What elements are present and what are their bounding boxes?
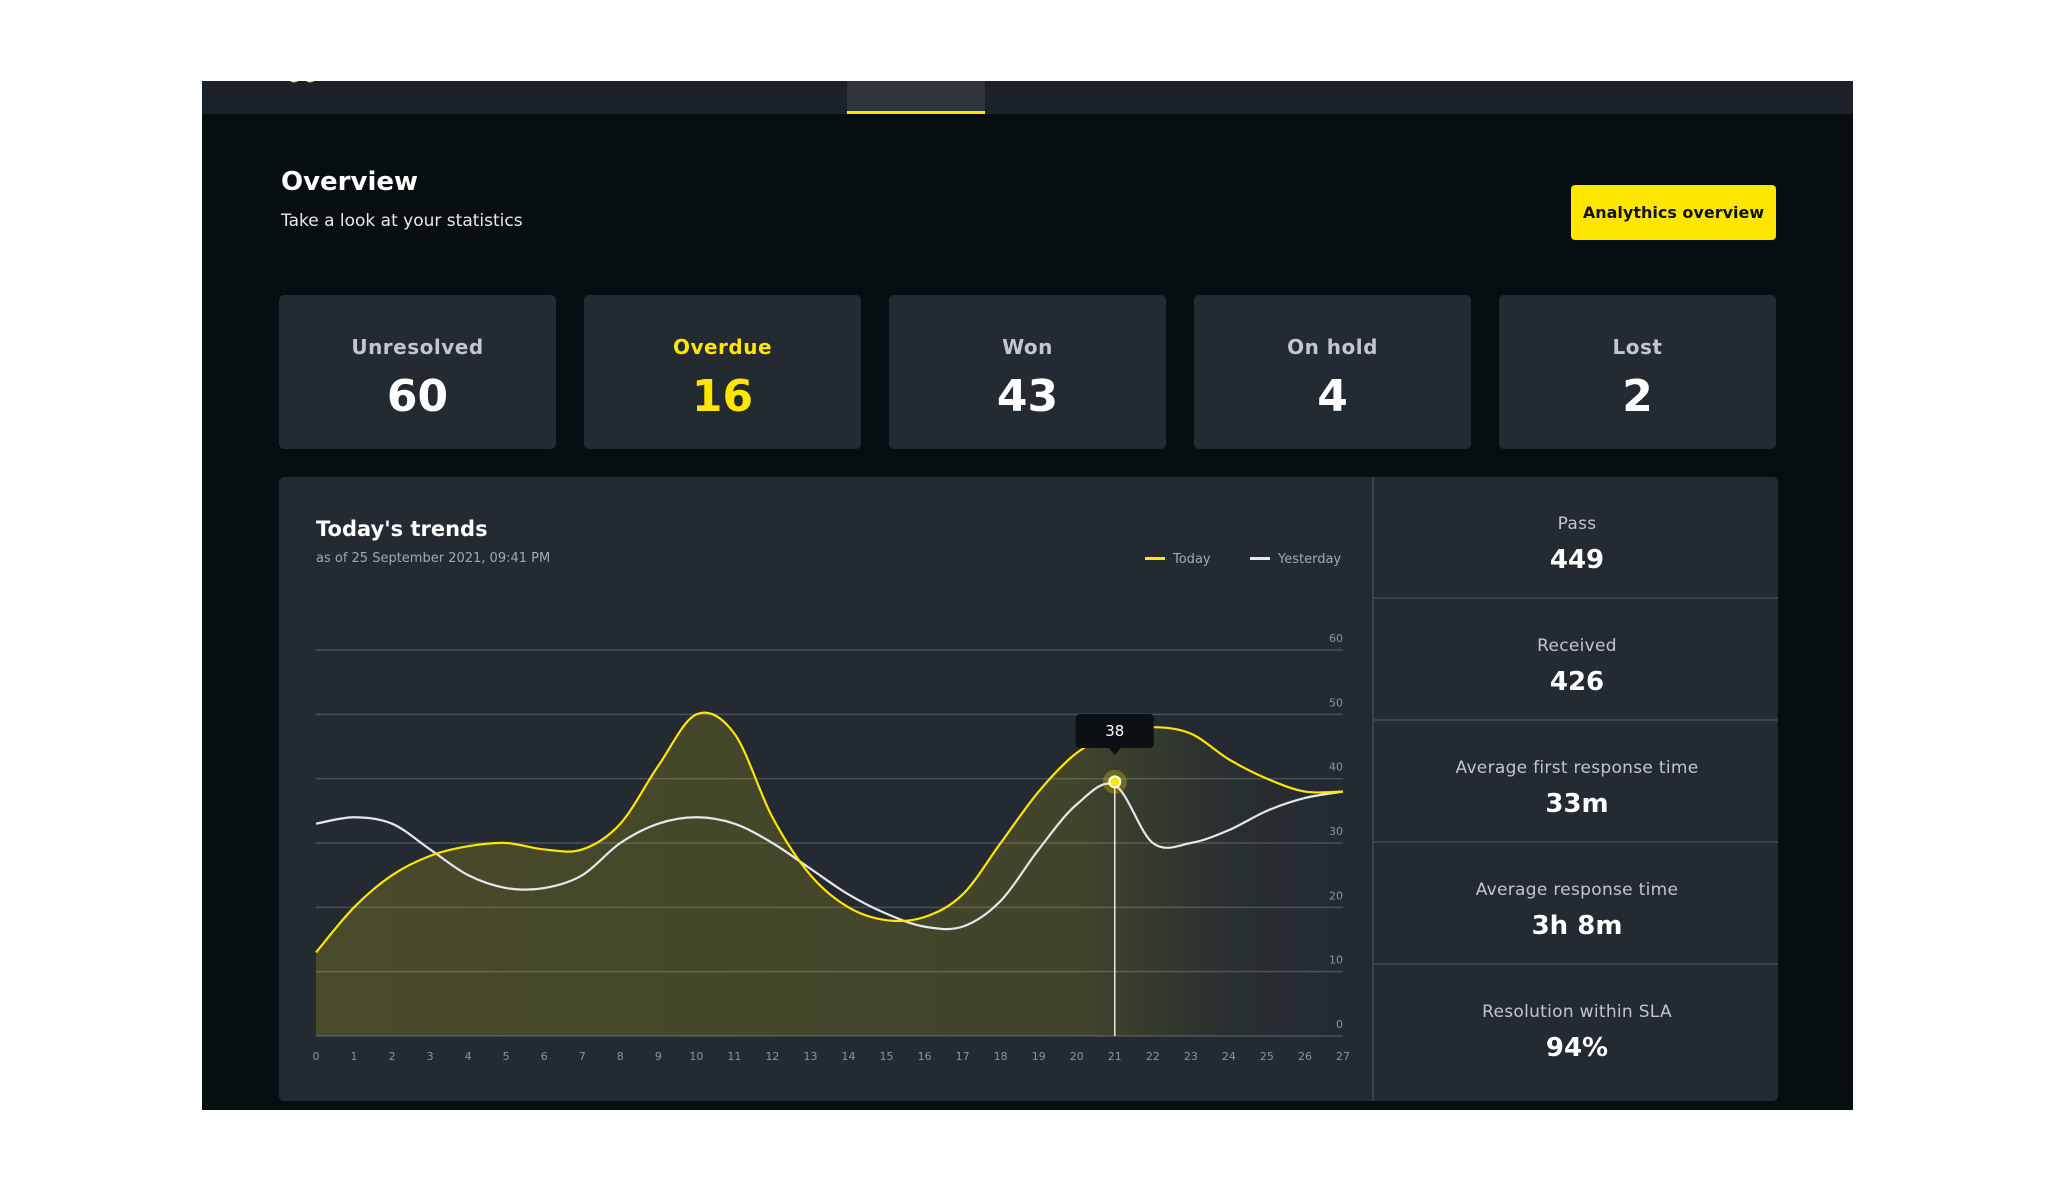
stat-value: 16 <box>691 371 754 422</box>
hover-point <box>1108 775 1122 789</box>
nav-tab-active[interactable] <box>847 81 985 114</box>
x-tick-label: 24 <box>1222 1050 1236 1063</box>
series-line-yesterday <box>315 782 1344 931</box>
metric-average-first-response-time: Average first response time 33m <box>1374 721 1778 843</box>
tooltip-pointer <box>1108 748 1121 755</box>
y-tick-label: 60 <box>1329 632 1343 645</box>
stat-card-on-hold[interactable]: On hold 4 <box>1194 295 1471 449</box>
x-tick-label: 23 <box>1184 1050 1198 1063</box>
y-tick-label: 50 <box>1329 696 1343 709</box>
x-tick-label: 18 <box>994 1050 1008 1063</box>
x-tick-label: 20 <box>1070 1050 1084 1063</box>
legend-label-yesterday: Yesterday <box>1278 552 1342 567</box>
x-tick-label: 26 <box>1298 1050 1312 1063</box>
metric-label: Average response time <box>1475 880 1679 900</box>
legend-yesterday[interactable]: Yesterday <box>1250 552 1341 567</box>
stat-value: 60 <box>386 371 449 422</box>
stat-card-lost[interactable]: Lost 2 <box>1499 295 1776 449</box>
legend-label-today: Today <box>1173 552 1211 567</box>
logo-icon <box>289 81 315 83</box>
metric-value: 94% <box>1545 1033 1609 1063</box>
x-tick-label: 0 <box>313 1050 320 1063</box>
trends-chart[interactable]: 0102030405060012345678910111213141516171… <box>279 477 1371 1101</box>
metrics-panel: Pass 449 Received 426 Average first resp… <box>1372 477 1778 1101</box>
metric-label: Received <box>1537 636 1617 656</box>
page-title: Overview <box>281 167 419 197</box>
x-tick-label: 17 <box>956 1050 970 1063</box>
metric-pass: Pass 449 <box>1374 477 1778 599</box>
x-tick-label: 12 <box>765 1050 779 1063</box>
stat-card-won[interactable]: Won 43 <box>889 295 1166 449</box>
x-tick-label: 6 <box>541 1050 548 1063</box>
metric-label: Average first response time <box>1455 758 1699 778</box>
x-tick-label: 1 <box>351 1050 358 1063</box>
x-tick-label: 11 <box>727 1050 741 1063</box>
metric-value: 426 <box>1549 667 1605 697</box>
x-tick-label: 21 <box>1108 1050 1122 1063</box>
stat-label: Unresolved <box>351 335 484 359</box>
x-tick-label: 27 <box>1336 1050 1350 1063</box>
series-line-today <box>315 711 1344 954</box>
page-subtitle: Take a look at your statistics <box>281 211 523 231</box>
x-tick-label: 13 <box>803 1050 817 1063</box>
x-tick-label: 16 <box>918 1050 932 1063</box>
stat-value: 4 <box>1317 371 1348 422</box>
metric-value: 3h 8m <box>1531 911 1623 941</box>
x-tick-label: 5 <box>503 1050 510 1063</box>
top-navigation-bar <box>202 81 1853 114</box>
metric-average-response-time: Average response time 3h 8m <box>1374 843 1778 965</box>
trends-panel: 0102030405060012345678910111213141516171… <box>279 477 1778 1101</box>
metric-label: Resolution within SLA <box>1482 1002 1672 1022</box>
x-tick-label: 4 <box>465 1050 472 1063</box>
metric-value: 449 <box>1549 545 1605 575</box>
app-frame: Overview Take a look at your statistics … <box>202 81 1853 1110</box>
y-tick-label: 40 <box>1329 761 1343 774</box>
tooltip-value: 38 <box>1105 722 1124 740</box>
analytics-overview-button[interactable]: Analythics overview <box>1571 185 1776 240</box>
stat-label: On hold <box>1287 335 1378 359</box>
chart-title: Today's trends <box>316 517 488 541</box>
x-tick-label: 9 <box>655 1050 662 1063</box>
stat-card-overdue[interactable]: Overdue 16 <box>584 295 861 449</box>
series-area-today <box>316 712 1343 1036</box>
x-tick-label: 19 <box>1032 1050 1046 1063</box>
metric-label: Pass <box>1557 514 1597 534</box>
x-tick-label: 10 <box>689 1050 703 1063</box>
metric-value: 33m <box>1545 789 1609 819</box>
legend-swatch-yesterday <box>1250 557 1270 560</box>
stat-label: Overdue <box>672 335 773 359</box>
chart-subtitle: as of 25 September 2021, 09:41 PM <box>316 551 551 566</box>
stat-label: Won <box>1002 335 1053 359</box>
legend-today[interactable]: Today <box>1145 552 1211 567</box>
stat-value: 2 <box>1622 371 1653 422</box>
stat-value: 43 <box>996 371 1059 422</box>
x-tick-label: 2 <box>389 1050 396 1063</box>
legend-swatch-today <box>1145 557 1165 560</box>
stat-card-unresolved[interactable]: Unresolved 60 <box>279 295 556 449</box>
x-tick-label: 3 <box>427 1050 434 1063</box>
metric-resolution-within-sla: Resolution within SLA 94% <box>1374 965 1778 1087</box>
x-tick-label: 15 <box>880 1050 894 1063</box>
x-tick-label: 22 <box>1146 1050 1160 1063</box>
x-tick-label: 25 <box>1260 1050 1274 1063</box>
stat-label: Lost <box>1612 335 1663 359</box>
trends-chart-area: 0102030405060012345678910111213141516171… <box>279 477 1371 1101</box>
x-tick-label: 7 <box>579 1050 586 1063</box>
x-tick-label: 14 <box>842 1050 856 1063</box>
metric-received: Received 426 <box>1374 599 1778 721</box>
x-tick-label: 8 <box>617 1050 624 1063</box>
tooltip-box <box>1075 714 1154 748</box>
